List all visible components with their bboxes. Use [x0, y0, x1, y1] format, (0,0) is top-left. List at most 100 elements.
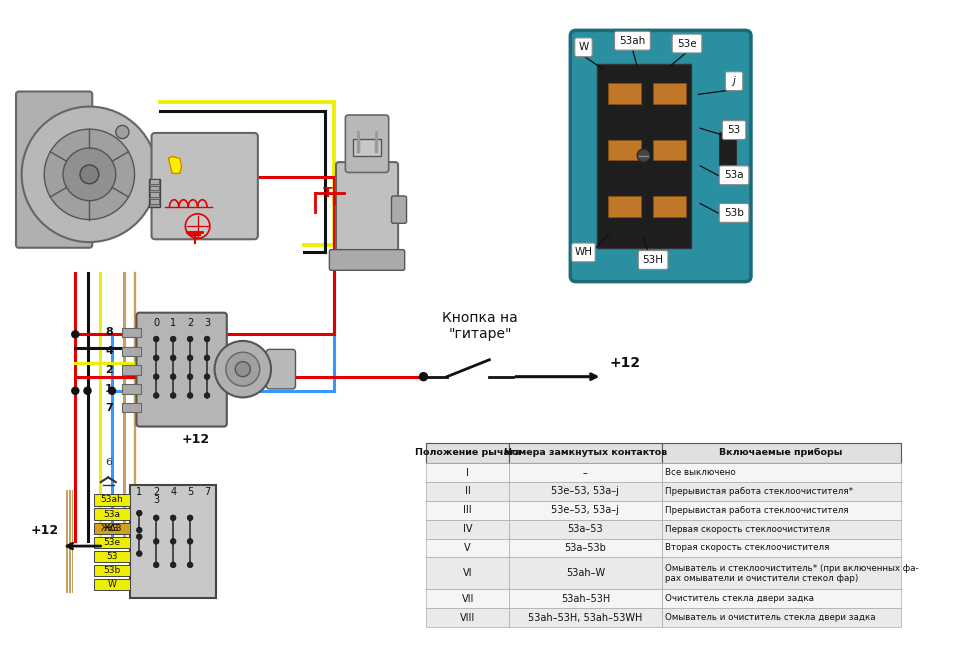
Circle shape: [154, 374, 159, 380]
Text: 4: 4: [105, 346, 113, 356]
Text: +12: +12: [181, 433, 210, 446]
Circle shape: [187, 538, 193, 544]
FancyBboxPatch shape: [346, 115, 389, 173]
Bar: [94, 579, 130, 590]
Text: Прерывистая работа стеклоочистителя: Прерывистая работа стеклоочистителя: [665, 506, 849, 515]
Circle shape: [204, 355, 210, 360]
Bar: [353, 138, 381, 155]
Bar: [122, 366, 141, 375]
Text: VIII: VIII: [460, 613, 475, 622]
Text: Прерывистая работа стеклоочистителя*: Прерывистая работа стеклоочистителя*: [665, 487, 853, 496]
Bar: [150, 199, 159, 204]
Text: 8: 8: [106, 327, 113, 338]
Text: +12: +12: [30, 524, 59, 537]
Bar: [122, 347, 141, 356]
Bar: [94, 494, 130, 505]
Text: Омыватель и очиститель стекла двери задка: Омыватель и очиститель стекла двери задк…: [665, 613, 876, 622]
Circle shape: [204, 393, 210, 399]
Text: T: T: [323, 186, 332, 200]
FancyBboxPatch shape: [266, 349, 296, 389]
Circle shape: [170, 393, 176, 399]
Bar: [94, 565, 130, 576]
Circle shape: [136, 534, 142, 540]
Text: I: I: [467, 468, 469, 477]
Bar: [653, 83, 686, 104]
Text: 53a: 53a: [104, 510, 121, 519]
Bar: [661, 589, 900, 608]
Text: 53ah: 53ah: [619, 36, 645, 46]
Text: 53: 53: [728, 125, 741, 135]
Text: 0: 0: [154, 318, 159, 328]
Text: 53e: 53e: [677, 39, 697, 49]
Text: Включаемые приборы: Включаемые приборы: [719, 448, 843, 457]
Bar: [509, 608, 661, 627]
Text: +12: +12: [610, 356, 641, 370]
Text: VII: VII: [462, 594, 474, 604]
Bar: [150, 192, 159, 197]
Bar: [94, 509, 130, 520]
Text: 5: 5: [187, 487, 193, 498]
Circle shape: [116, 126, 129, 138]
Circle shape: [71, 330, 80, 338]
Text: Положение рычага: Положение рычага: [415, 448, 521, 457]
Bar: [661, 482, 900, 501]
Text: VI: VI: [463, 568, 472, 578]
Bar: [94, 523, 130, 534]
Text: V: V: [465, 543, 471, 553]
Bar: [72, 490, 73, 593]
Text: 53a–53: 53a–53: [567, 524, 603, 534]
Text: WH: WH: [574, 247, 592, 258]
Circle shape: [187, 393, 193, 399]
Text: 53a: 53a: [724, 170, 744, 181]
Text: Очиститель стекла двери задка: Очиститель стекла двери задка: [665, 595, 814, 603]
Bar: [130, 485, 216, 598]
Text: –: –: [583, 468, 588, 477]
Circle shape: [71, 386, 80, 395]
Circle shape: [170, 562, 176, 567]
Circle shape: [154, 515, 159, 521]
Text: 53a–53b: 53a–53b: [564, 543, 607, 553]
FancyBboxPatch shape: [726, 72, 743, 91]
Bar: [608, 196, 641, 217]
Circle shape: [136, 527, 142, 533]
Circle shape: [185, 214, 210, 238]
Bar: [150, 186, 159, 190]
Bar: [426, 482, 509, 501]
Circle shape: [187, 355, 193, 360]
Text: 3: 3: [204, 318, 210, 328]
Bar: [661, 538, 900, 557]
Bar: [608, 140, 641, 160]
FancyBboxPatch shape: [570, 30, 751, 281]
Text: 2: 2: [187, 318, 193, 328]
Bar: [122, 403, 141, 412]
Circle shape: [170, 515, 176, 521]
Bar: [661, 520, 900, 538]
Circle shape: [637, 149, 650, 162]
Bar: [69, 490, 71, 593]
Bar: [426, 501, 509, 520]
FancyBboxPatch shape: [136, 313, 227, 426]
Bar: [426, 608, 509, 627]
Circle shape: [154, 336, 159, 342]
Circle shape: [204, 374, 210, 380]
Text: ЖΔ3: ЖΔ3: [101, 523, 123, 532]
FancyBboxPatch shape: [152, 133, 258, 239]
Text: III: III: [464, 505, 472, 515]
Text: ЖЗ: ЖЗ: [105, 523, 120, 532]
Circle shape: [187, 374, 193, 380]
Circle shape: [187, 515, 193, 521]
Text: 53: 53: [107, 552, 118, 561]
Text: Первая скорость стеклоочистителя: Первая скорость стеклоочистителя: [665, 525, 830, 534]
Text: 53b: 53b: [104, 566, 121, 575]
Bar: [509, 520, 661, 538]
Bar: [719, 132, 736, 170]
Bar: [426, 443, 509, 463]
Text: 53e: 53e: [104, 538, 121, 547]
FancyBboxPatch shape: [722, 121, 746, 140]
Text: 2: 2: [106, 365, 113, 375]
FancyBboxPatch shape: [572, 243, 595, 262]
Text: 7: 7: [106, 402, 113, 413]
Circle shape: [22, 107, 157, 242]
Bar: [122, 328, 141, 337]
Text: 53e–53, 53a–j: 53e–53, 53a–j: [551, 505, 619, 515]
